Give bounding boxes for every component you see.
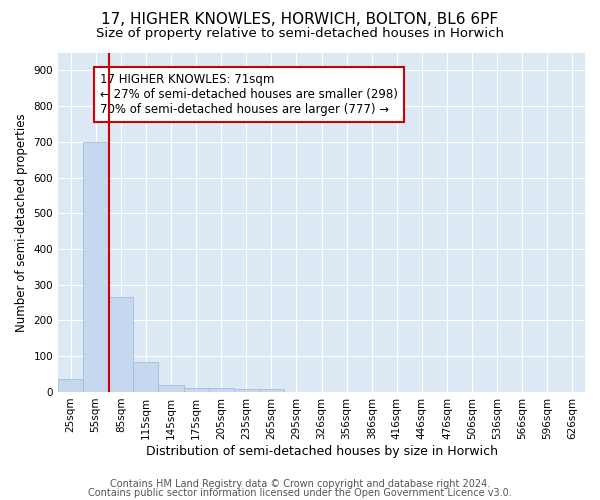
X-axis label: Distribution of semi-detached houses by size in Horwich: Distribution of semi-detached houses by …	[146, 444, 497, 458]
Text: Contains public sector information licensed under the Open Government Licence v3: Contains public sector information licen…	[88, 488, 512, 498]
Bar	[108, 298, 133, 392]
Bar	[209, 388, 233, 392]
Text: Contains HM Land Registry data © Crown copyright and database right 2024.: Contains HM Land Registry data © Crown c…	[110, 479, 490, 489]
Text: 17 HIGHER KNOWLES: 71sqm
← 27% of semi-detached houses are smaller (298)
70% of : 17 HIGHER KNOWLES: 71sqm ← 27% of semi-d…	[100, 73, 398, 116]
Text: Size of property relative to semi-detached houses in Horwich: Size of property relative to semi-detach…	[96, 28, 504, 40]
Bar	[233, 389, 259, 392]
Bar	[58, 380, 83, 392]
Bar	[259, 389, 284, 392]
Bar	[83, 142, 108, 392]
Bar	[184, 388, 209, 392]
Bar	[133, 362, 158, 392]
Text: 17, HIGHER KNOWLES, HORWICH, BOLTON, BL6 6PF: 17, HIGHER KNOWLES, HORWICH, BOLTON, BL6…	[101, 12, 499, 28]
Y-axis label: Number of semi-detached properties: Number of semi-detached properties	[15, 113, 28, 332]
Bar	[158, 385, 184, 392]
